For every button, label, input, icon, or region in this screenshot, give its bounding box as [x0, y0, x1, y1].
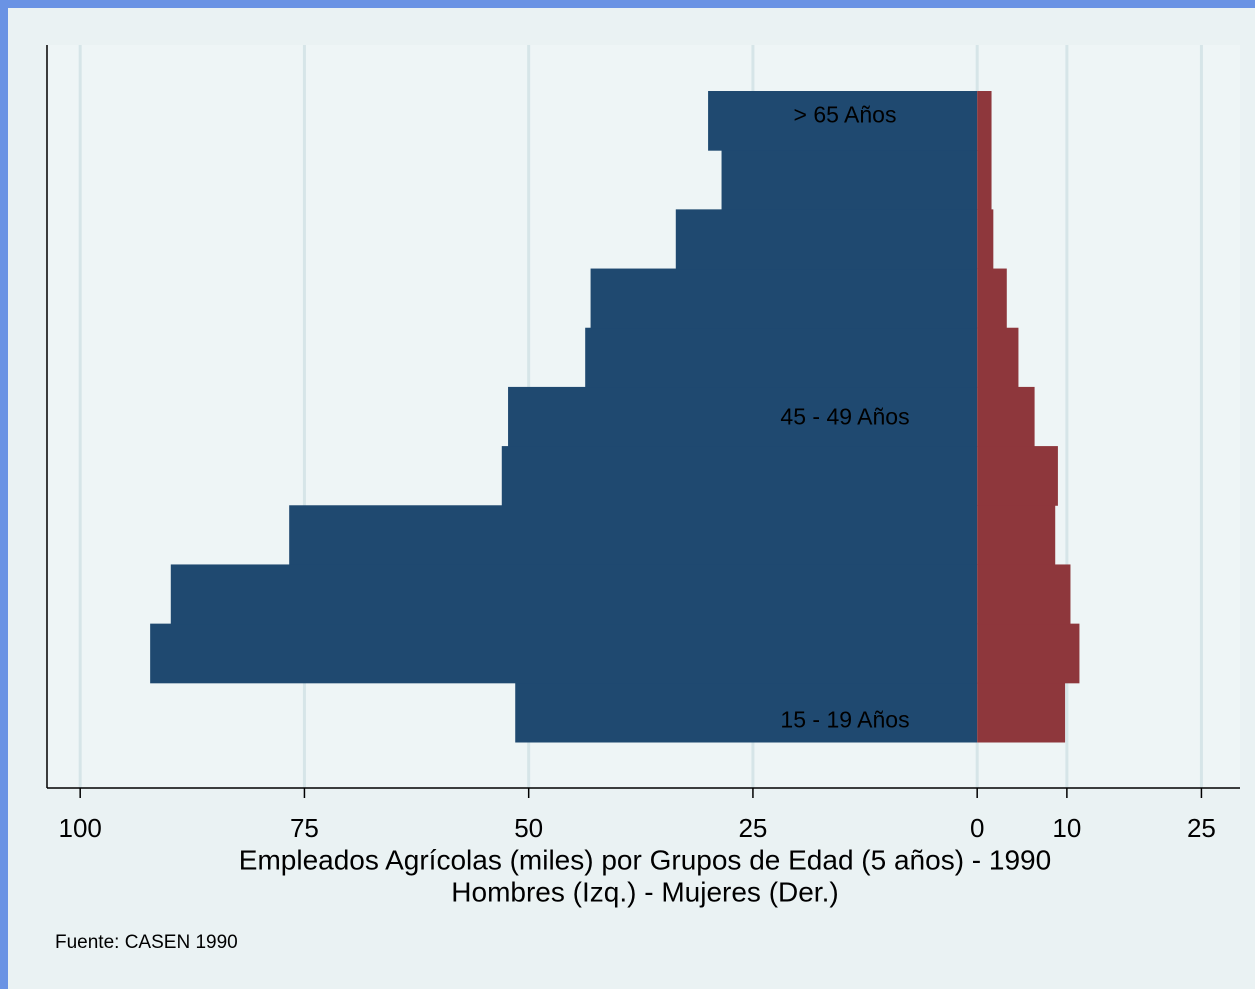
bar — [585, 327, 978, 388]
bar — [708, 91, 978, 151]
bar — [675, 209, 978, 270]
x-tick-label: 75 — [290, 813, 319, 843]
x-tick-label: 25 — [1187, 813, 1216, 843]
bar — [977, 682, 1066, 743]
bar — [170, 564, 978, 625]
category-label: 45 - 49 Años — [780, 404, 909, 430]
bar — [977, 150, 992, 210]
bar — [977, 327, 1019, 388]
bar — [721, 150, 978, 210]
bar — [977, 505, 1056, 565]
bar — [977, 91, 992, 151]
bar — [977, 623, 1080, 684]
bar — [977, 446, 1058, 506]
bar — [515, 682, 978, 743]
chart-title: Empleados Agrícolas (miles) por Grupos d… — [239, 844, 1051, 875]
chart-subtitle: Hombres (Izq.) - Mujeres (Der.) — [451, 876, 838, 907]
bar — [501, 446, 978, 506]
category-label: > 65 Años — [794, 102, 897, 128]
bar — [977, 209, 994, 270]
x-tick-label: 25 — [738, 813, 767, 843]
bar — [289, 505, 978, 565]
bar — [977, 386, 1035, 447]
category-label: 15 - 19 Años — [780, 706, 909, 732]
x-tick-label: 100 — [58, 813, 101, 843]
bar — [977, 268, 1007, 329]
bar — [977, 564, 1071, 625]
bar — [590, 268, 978, 329]
bar — [508, 386, 978, 447]
x-tick-label: 0 — [970, 813, 984, 843]
x-tick-label: 50 — [514, 813, 543, 843]
source-note: Fuente: CASEN 1990 — [55, 932, 238, 953]
bar — [150, 623, 978, 684]
x-tick-label: 10 — [1052, 813, 1081, 843]
